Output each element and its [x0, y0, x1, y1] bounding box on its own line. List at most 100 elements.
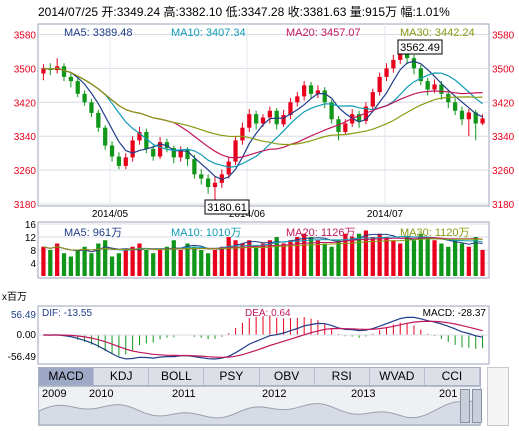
- candle-body: [411, 58, 417, 69]
- candle-body: [384, 68, 389, 77]
- legend-entry: MA30: 1120万: [400, 227, 470, 239]
- volume-bar: [199, 250, 204, 276]
- candle-body: [68, 76, 74, 82]
- candle-body: [130, 140, 135, 158]
- price-ytick-left: 3500: [14, 64, 37, 75]
- candle-body: [439, 84, 444, 94]
- navigator-left-handle[interactable]: [460, 389, 470, 423]
- range-navigator[interactable]: 2009 2010 2011 2012 2013 201: [38, 386, 482, 426]
- navigator-year-2013: 2013: [351, 388, 376, 400]
- volume-bar: [322, 243, 327, 276]
- price-ytick-right: 3340: [492, 132, 515, 143]
- price-ytick-left: 3340: [14, 132, 37, 143]
- candle-body: [473, 112, 478, 124]
- volume-bar: [116, 253, 122, 276]
- right-scroll-panel[interactable]: [487, 367, 509, 426]
- macd-ytick-zero: 0.00: [17, 330, 37, 341]
- volume-bar: [384, 237, 389, 276]
- candle-body: [144, 131, 149, 149]
- volume-bar: [137, 243, 142, 276]
- volume-bar: [466, 246, 471, 276]
- candle-body: [459, 110, 465, 120]
- candle-body: [192, 159, 197, 175]
- candle-body: [281, 115, 286, 125]
- candle-body: [157, 142, 163, 157]
- price-moving-averages: [43, 60, 483, 181]
- volume-bar: [363, 230, 369, 276]
- tab-wvad[interactable]: WVAD: [370, 368, 425, 385]
- macd-ytick-top: 56.49: [11, 310, 36, 321]
- volume-bar: [171, 240, 176, 276]
- volume-bar: [89, 253, 94, 276]
- candle-body: [205, 178, 211, 188]
- price-ytick-left: 3580: [14, 30, 37, 41]
- navigator-year-2014: 201: [439, 388, 458, 400]
- volume-ytick: 8: [30, 246, 36, 257]
- volume-bar: [425, 237, 430, 276]
- indicator-tabs: MACD KDJ BOLL PSY OBV RSI WVAD CCI: [38, 367, 481, 386]
- volume-bar: [247, 240, 252, 276]
- navigator-year-2012: 2012: [262, 388, 287, 400]
- price-xtick: 2014/07: [367, 209, 404, 220]
- candle-body: [109, 145, 115, 157]
- volume-bar: [212, 250, 218, 276]
- tab-kdj[interactable]: KDJ: [94, 368, 150, 385]
- candle-body: [308, 85, 314, 94]
- volume-ytick: 4: [30, 259, 36, 270]
- macd-dea-line: [43, 320, 483, 358]
- volume-bar: [336, 240, 341, 276]
- legend-entry: MA10: 3407.34: [171, 27, 246, 39]
- navigator-year-2010: 2010: [89, 388, 114, 400]
- volume-ma-line: [43, 238, 483, 251]
- candle-body: [178, 149, 183, 158]
- tab-cci[interactable]: CCI: [425, 368, 480, 385]
- volume-bar: [61, 253, 67, 276]
- volume-bar: [295, 237, 300, 276]
- tab-psy[interactable]: PSY: [204, 368, 260, 385]
- candle-body: [356, 114, 362, 121]
- volume-ytick: 16: [25, 220, 37, 231]
- volume-bar: [205, 253, 211, 276]
- volume-ytick: 12: [25, 233, 37, 244]
- tab-rsi[interactable]: RSI: [315, 368, 370, 385]
- tab-obv[interactable]: OBV: [260, 368, 315, 385]
- candle-body: [260, 117, 266, 124]
- price-grid: [38, 24, 489, 206]
- candle-body: [329, 102, 334, 120]
- candle-body: [254, 114, 259, 124]
- volume-legend: MA5: 961万 MA10: 1010万 MA20: 1126万 MA30: 112…: [64, 227, 470, 239]
- high-value: 3382.10: [178, 5, 223, 19]
- tab-macd[interactable]: MACD: [39, 368, 95, 385]
- volume-bar: [151, 253, 156, 276]
- volume-bar: [130, 246, 135, 276]
- candle-body: [247, 114, 252, 128]
- volume-bar: [473, 237, 478, 276]
- candle-body: [240, 127, 245, 141]
- volume-bar: [480, 250, 485, 276]
- volume-bar: [329, 246, 334, 276]
- candle-body: [370, 92, 375, 107]
- macd-dea-label: DEA: 0.64: [245, 308, 291, 319]
- price-ytick-left: 3180: [14, 200, 37, 211]
- price-ma-line: [43, 60, 483, 181]
- volume-bars[interactable]: [41, 230, 485, 277]
- candle-body: [123, 157, 128, 166]
- price-ytick-right: 3500: [492, 64, 515, 75]
- candle-body: [233, 140, 238, 162]
- volume-bar: [260, 243, 266, 276]
- volume-bar: [219, 246, 224, 276]
- candle-body: [185, 149, 190, 160]
- navigator-right-handle[interactable]: [472, 389, 482, 423]
- volume-bar: [68, 256, 74, 276]
- price-ytick-right: 3580: [492, 30, 515, 41]
- candle-body: [363, 106, 369, 121]
- high-annotation: 3562.49: [397, 39, 443, 55]
- volume-bar: [404, 237, 410, 276]
- volume-bar: [144, 250, 149, 276]
- volume-bar: [178, 250, 183, 276]
- price-legend: MA5: 3389.48 MA10: 3407.34 MA20: 3457.07 MA…: [64, 27, 475, 39]
- stock-chart[interactable]: 3580 3580 3500 3500 3420 3420 3340 3340 3260 3260…: [0, 0, 519, 367]
- candle-body: [343, 123, 348, 132]
- volume-bar: [226, 237, 231, 276]
- tab-boll[interactable]: BOLL: [149, 368, 205, 385]
